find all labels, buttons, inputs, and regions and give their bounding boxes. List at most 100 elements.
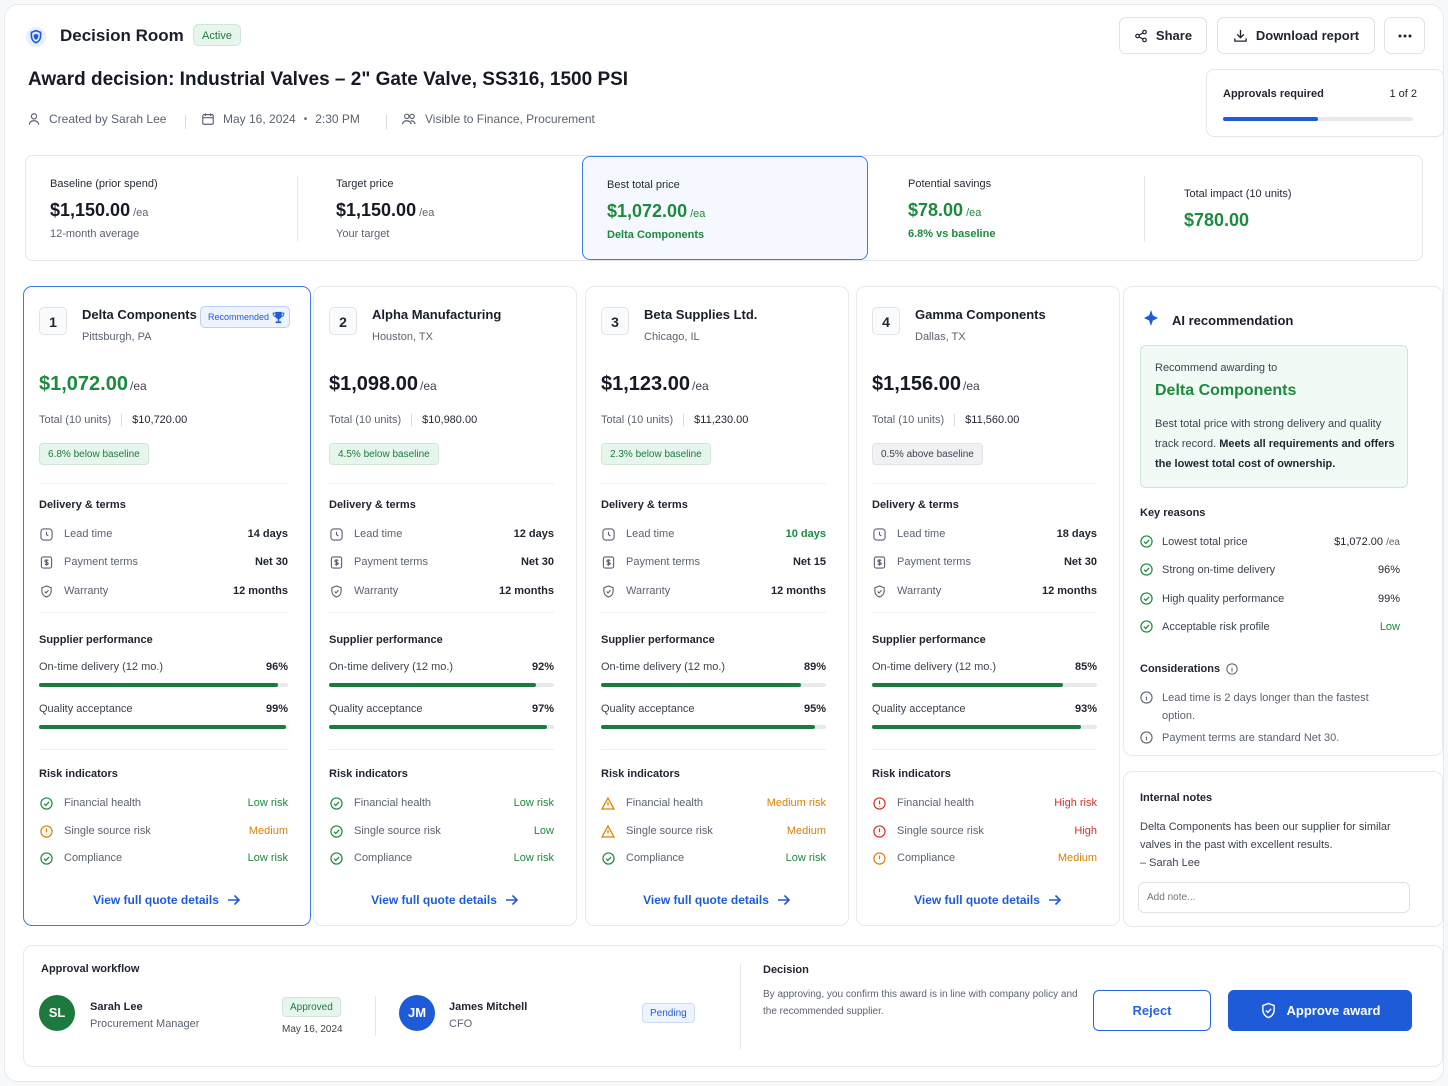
supplier-location: Pittsburgh, PA [82,331,152,343]
progress-fill [39,725,286,729]
approved-badge: Approved [282,997,341,1017]
reject-button[interactable]: Reject [1093,990,1211,1031]
view-quote-details-link[interactable]: View full quote details [586,893,848,907]
lead-time-row: Lead time 10 days [601,526,826,542]
stat-value-number: $78.00 [908,200,964,220]
unit-price-value: $1,156.00 [872,373,961,395]
check-circle-icon [1140,592,1153,605]
single-source-risk-row: Single source risk Medium [39,823,288,839]
add-note-input[interactable] [1138,882,1410,913]
alert-circle-icon [872,824,886,838]
view-quote-details-link[interactable]: View full quote details [314,893,576,907]
check-circle-icon [1140,620,1153,633]
on-time-delivery-metric: On-time delivery (12 mo.) 96% [39,661,288,687]
notes-title: Internal notes [1140,792,1213,804]
compliance-row: Compliance Low risk [39,850,288,866]
share-button[interactable]: Share [1119,17,1207,54]
row-label: Financial health [897,797,975,809]
more-options-button[interactable] [1384,17,1425,54]
row-value: High risk [1054,797,1097,809]
ai-recommendation-box: Recommend awarding to Delta Components B… [1140,345,1408,488]
consideration-item: Payment terms are standard Net 30. [1140,729,1400,747]
arrow-right-icon [777,894,791,906]
supplier-card[interactable]: 3 Beta Supplies Ltd. Chicago, IL $1,123.00/… [585,286,849,926]
visibility: Visible to Finance, Procurement [401,112,595,126]
row-value: 12 months [498,585,554,597]
metric-label: Quality acceptance [329,703,423,715]
row-label: Single source risk [626,825,713,837]
unit-label: /ea [129,379,147,393]
notes-author: – Sarah Lee [1140,857,1200,869]
total-label: Total (10 units) [39,414,112,426]
unit-price: $1,156.00/ea [872,373,980,396]
info-icon[interactable] [1226,663,1238,675]
metric-value: 97% [531,703,554,715]
total-price: Total (10 units) $11,230.00 [601,414,748,426]
row-label: Compliance [354,852,413,864]
lead-time-row: Lead time 18 days [872,526,1097,542]
consideration-text: Lead time is 2 days longer than the fast… [1162,692,1369,722]
users-icon [401,112,417,126]
considerations-header: Considerations [1140,663,1238,675]
total-label: Total (10 units) [872,414,945,426]
stat-label: Potential savings [908,178,992,190]
reason-label: Lowest total price [1162,535,1248,548]
stat-savings: Potential savings $78.00/ea 6.8% vs base… [884,156,1144,260]
single-source-risk-row: Single source risk Low [329,823,554,839]
download-report-button[interactable]: Download report [1217,17,1375,54]
download-icon [1233,28,1248,43]
supplier-card[interactable]: 2 Alpha Manufacturing Houston, TX $1,098.00… [313,286,577,926]
view-quote-details-link[interactable]: View full quote details [24,893,310,907]
shield-logo-icon [24,25,48,49]
warranty-row: Warranty 12 months [872,583,1097,599]
financial-health-row: Financial health Low risk [329,795,554,811]
compliance-row: Compliance Low risk [601,850,826,866]
progress-fill [329,683,536,687]
row-value: 12 months [232,585,288,597]
approve-award-button[interactable]: Approve award [1228,990,1412,1031]
row-label: Warranty [64,585,109,597]
progress-fill [39,683,279,687]
row-value: Medium [786,825,826,837]
unit-price: $1,123.00/ea [601,373,709,396]
delivery-terms-title: Delivery & terms [872,499,959,511]
risk-title: Risk indicators [872,768,951,780]
total-divider [121,414,123,426]
unit-price-value: $1,072.00 [39,373,128,395]
ai-summary: Best total price with strong delivery an… [1155,414,1403,474]
clock-icon [601,527,615,541]
key-reason-row: Strong on-time delivery 96% [1140,563,1400,576]
single-source-risk-row: Single source risk Medium [601,823,826,839]
view-quote-details-link[interactable]: View full quote details [857,893,1119,907]
stat-best-inner: Best total price $1,072.00/ea Delta Comp… [583,157,863,261]
compliance-row: Compliance Low risk [329,850,554,866]
metric-value: 85% [1074,661,1097,673]
stat-value-number: $1,150.00 [336,200,417,220]
metric-value: 92% [531,661,554,673]
performance-title: Supplier performance [601,634,715,646]
row-value: 14 days [247,528,288,540]
stat-total-impact: Total impact (10 units) $780.00 [1160,156,1420,260]
date-text: May 16, 2024 [223,112,296,126]
row-label: Compliance [897,852,956,864]
link-label: View full quote details [371,893,497,907]
stat-value: $1,150.00/ea [50,200,148,221]
approvals-label: Approvals required [1223,88,1324,100]
divider [39,483,288,484]
unit-label: /ea [962,379,980,393]
stat-sub: Delta Components [607,229,705,241]
decision-text: By approving, you confirm this award is … [763,989,1078,1017]
warning-triangle-icon [601,796,615,810]
info-icon [1140,731,1153,744]
reason-value: 96% [1378,564,1400,576]
approver-name: Sarah Lee [90,1001,143,1013]
total-value: $11,560.00 [965,414,1020,426]
supplier-card[interactable]: 4 Gamma Components Dallas, TX $1,156.00/ea T… [856,286,1120,926]
payment-terms-row: Payment terms Net 30 [872,554,1097,570]
sparkle-icon [1142,309,1160,327]
stat-divider [297,176,298,242]
progress-track [329,725,554,729]
divider [39,612,288,613]
progress-track [39,725,288,729]
supplier-card[interactable]: 1 Delta Components Pittsburgh, PA Recommend… [23,286,311,926]
